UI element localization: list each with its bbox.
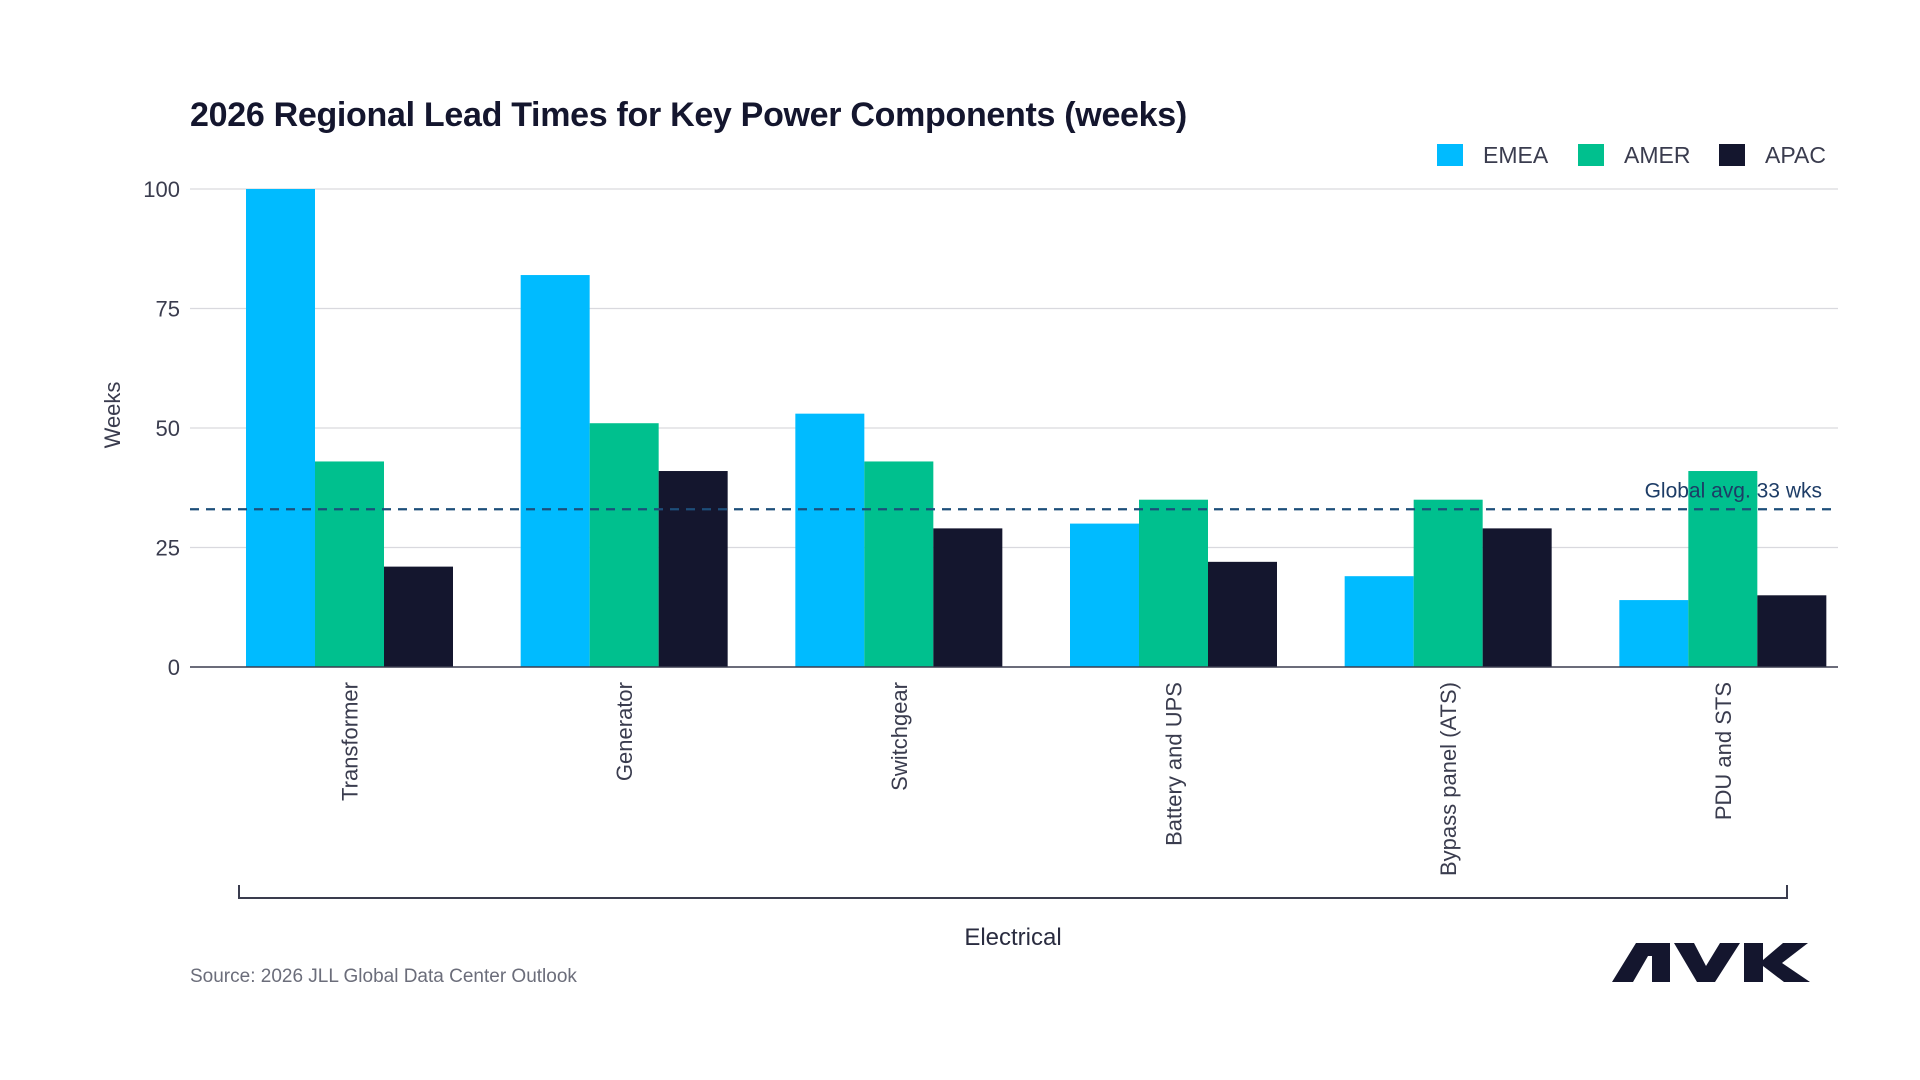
- bars: [246, 189, 1827, 667]
- category-label: Battery and UPS: [1162, 682, 1187, 846]
- category-label: Bypass panel (ATS): [1436, 682, 1461, 876]
- y-tick-label: 50: [156, 416, 180, 441]
- legend-swatch-apac: [1719, 144, 1745, 166]
- y-axis-title: Weeks: [100, 382, 125, 449]
- y-tick-label: 0: [168, 655, 180, 680]
- bar-apac-1: [658, 471, 728, 667]
- bar-amer-2: [864, 461, 934, 667]
- bar-emea-0: [246, 189, 315, 667]
- legend-label-amer: AMER: [1624, 142, 1690, 168]
- bar-emea-2: [795, 413, 865, 667]
- legend-swatch-amer: [1578, 144, 1604, 166]
- y-axis-ticks: 0 25 50 75 100: [143, 177, 180, 680]
- category-label: Transformer: [338, 682, 363, 801]
- legend: EMEA AMER APAC: [1437, 142, 1826, 168]
- y-tick-label: 75: [156, 297, 180, 322]
- y-tick-label: 25: [156, 536, 180, 561]
- chart-title: 2026 Regional Lead Times for Key Power C…: [190, 96, 1187, 134]
- category-labels: Transformer Generator Switchgear Battery an…: [338, 682, 1736, 876]
- legend-label-emea: EMEA: [1483, 142, 1549, 168]
- group-bracket: [238, 885, 1788, 899]
- avk-logo: [1612, 943, 1810, 982]
- gridlines: [190, 188, 1838, 549]
- bar-amer-1: [589, 423, 659, 667]
- category-label: Switchgear: [887, 682, 912, 791]
- category-label: PDU and STS: [1711, 682, 1736, 820]
- category-label: Generator: [612, 682, 637, 781]
- bar-emea-4: [1344, 576, 1414, 667]
- bar-emea-3: [1070, 523, 1139, 667]
- source-note: Source: 2026 JLL Global Data Center Outl…: [190, 966, 577, 987]
- bar-emea-5: [1619, 600, 1689, 667]
- bar-apac-5: [1757, 595, 1827, 667]
- reference-line-label: Global avg. 33 wks: [1645, 479, 1822, 502]
- bar-apac-2: [933, 528, 1003, 667]
- y-tick-label: 100: [143, 177, 180, 202]
- bar-amer-3: [1139, 499, 1208, 667]
- bar-apac-4: [1482, 528, 1552, 667]
- bar-emea-1: [520, 275, 590, 667]
- reference-line-group: Global avg. 33 wks: [190, 479, 1838, 511]
- bar-amer-4: [1413, 499, 1483, 667]
- legend-label-apac: APAC: [1765, 142, 1826, 168]
- category-group-label: Electrical: [964, 924, 1061, 951]
- bar-amer-5: [1688, 471, 1758, 667]
- bar-apac-3: [1208, 561, 1277, 667]
- bar-apac-0: [384, 566, 453, 667]
- legend-swatch-emea: [1437, 144, 1463, 166]
- bar-amer-0: [315, 461, 384, 667]
